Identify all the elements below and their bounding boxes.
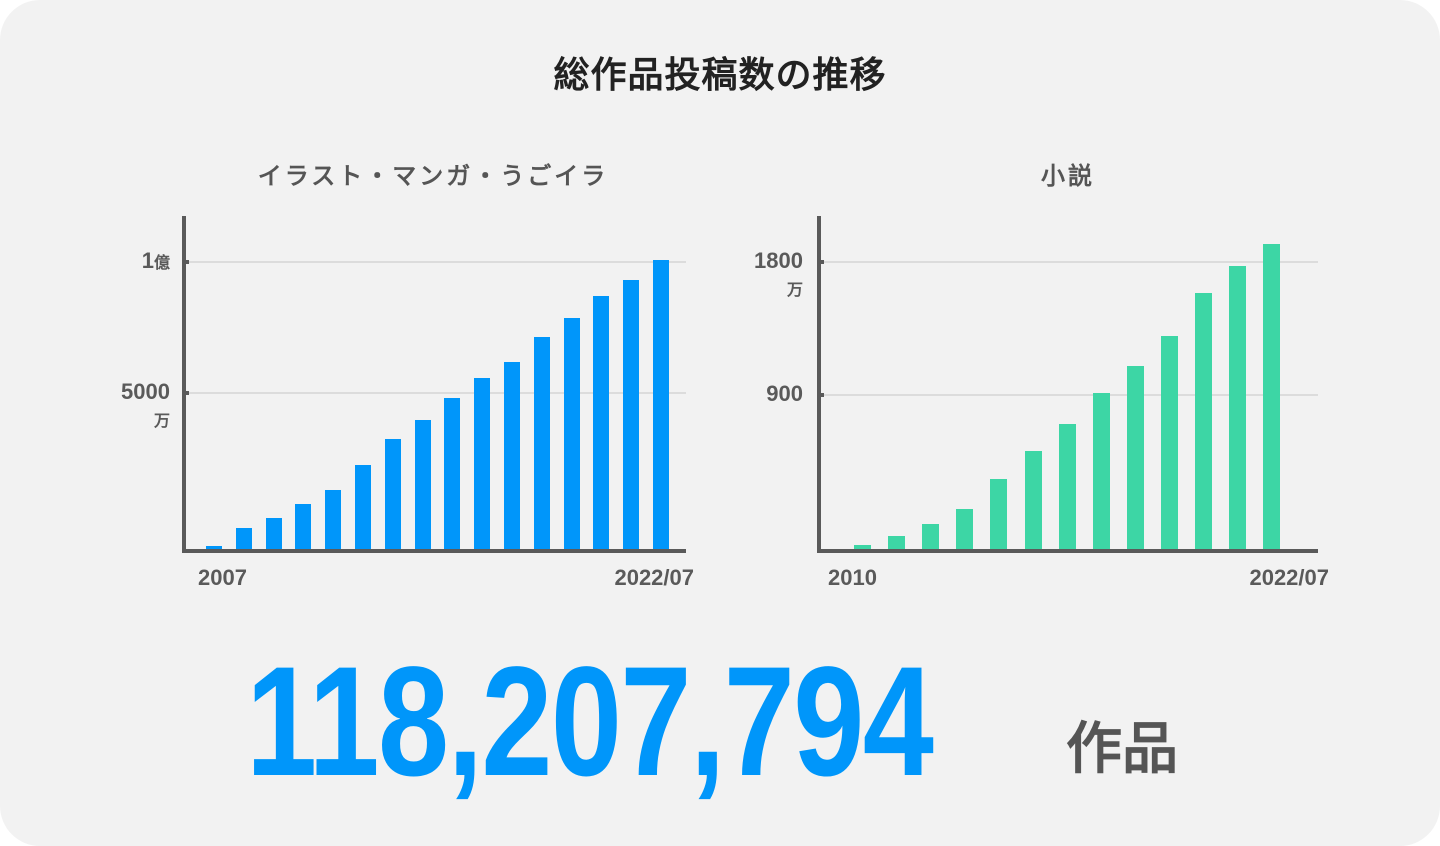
bar xyxy=(384,438,401,549)
gridline xyxy=(186,261,686,263)
bar xyxy=(355,465,371,549)
bar xyxy=(265,517,282,549)
bar xyxy=(653,260,669,549)
bar xyxy=(1195,293,1212,549)
y-tick-mark xyxy=(184,391,189,395)
novel-chart-title: 小説 xyxy=(1041,162,1095,190)
bar xyxy=(888,535,906,549)
y-tick-label: 5000 xyxy=(50,381,170,403)
bar xyxy=(623,279,640,549)
y-tick-mark xyxy=(819,260,824,264)
gridline xyxy=(821,394,1318,396)
y-tick-mark xyxy=(184,260,189,264)
bar xyxy=(990,479,1008,549)
y-tick-label: 1800 xyxy=(683,250,803,272)
y-tick-value: 900 xyxy=(766,381,803,406)
bar xyxy=(854,545,871,549)
bar xyxy=(295,504,312,549)
x-end-label: 2022/07 xyxy=(1249,565,1329,590)
bar xyxy=(444,397,461,549)
bar xyxy=(1024,450,1042,549)
y-tick-value: 5000 xyxy=(121,379,170,404)
bar xyxy=(504,362,520,549)
bar xyxy=(414,419,431,549)
bar xyxy=(563,317,580,549)
x-end-label: 2022/07 xyxy=(614,565,694,590)
y-tick-unit: 億 xyxy=(153,253,170,272)
bar xyxy=(206,546,222,549)
bar xyxy=(474,377,491,549)
gridline xyxy=(821,261,1318,263)
illust-chart-title: イラスト・マンガ・うごイラ xyxy=(257,162,609,190)
y-tick-label: 900 xyxy=(683,383,803,405)
bar xyxy=(956,508,974,549)
y-tick-value: 1800 xyxy=(754,248,803,273)
x-start-label: 2007 xyxy=(198,565,247,590)
bar xyxy=(1126,366,1144,549)
y-tick-unit: 万 xyxy=(786,280,803,299)
y-tick-label: 1億 xyxy=(50,250,170,274)
bar xyxy=(533,337,550,549)
y-tick-unit: 万 xyxy=(153,411,170,430)
bar xyxy=(325,490,342,549)
x-axis xyxy=(817,549,1318,553)
total-works: 118,207,794 作品 xyxy=(246,640,1178,800)
y-axis xyxy=(817,216,821,552)
bar xyxy=(235,528,252,549)
page-title: 総作品投稿数の推移 xyxy=(553,55,887,96)
bar xyxy=(1160,336,1178,549)
y-tick-mark xyxy=(819,393,824,397)
bar xyxy=(1229,265,1247,549)
total-works-count: 118,207,794 xyxy=(246,635,934,809)
y-axis xyxy=(182,216,186,552)
bar xyxy=(922,524,940,549)
x-start-label: 2010 xyxy=(828,565,877,590)
bar xyxy=(1092,392,1110,549)
total-works-unit: 作品 xyxy=(1066,717,1178,782)
y-tick-value: 1 xyxy=(141,248,154,273)
bar xyxy=(593,296,610,549)
x-axis xyxy=(182,549,686,553)
bar xyxy=(1058,423,1076,549)
gridline xyxy=(186,392,686,394)
bar xyxy=(1263,243,1281,549)
